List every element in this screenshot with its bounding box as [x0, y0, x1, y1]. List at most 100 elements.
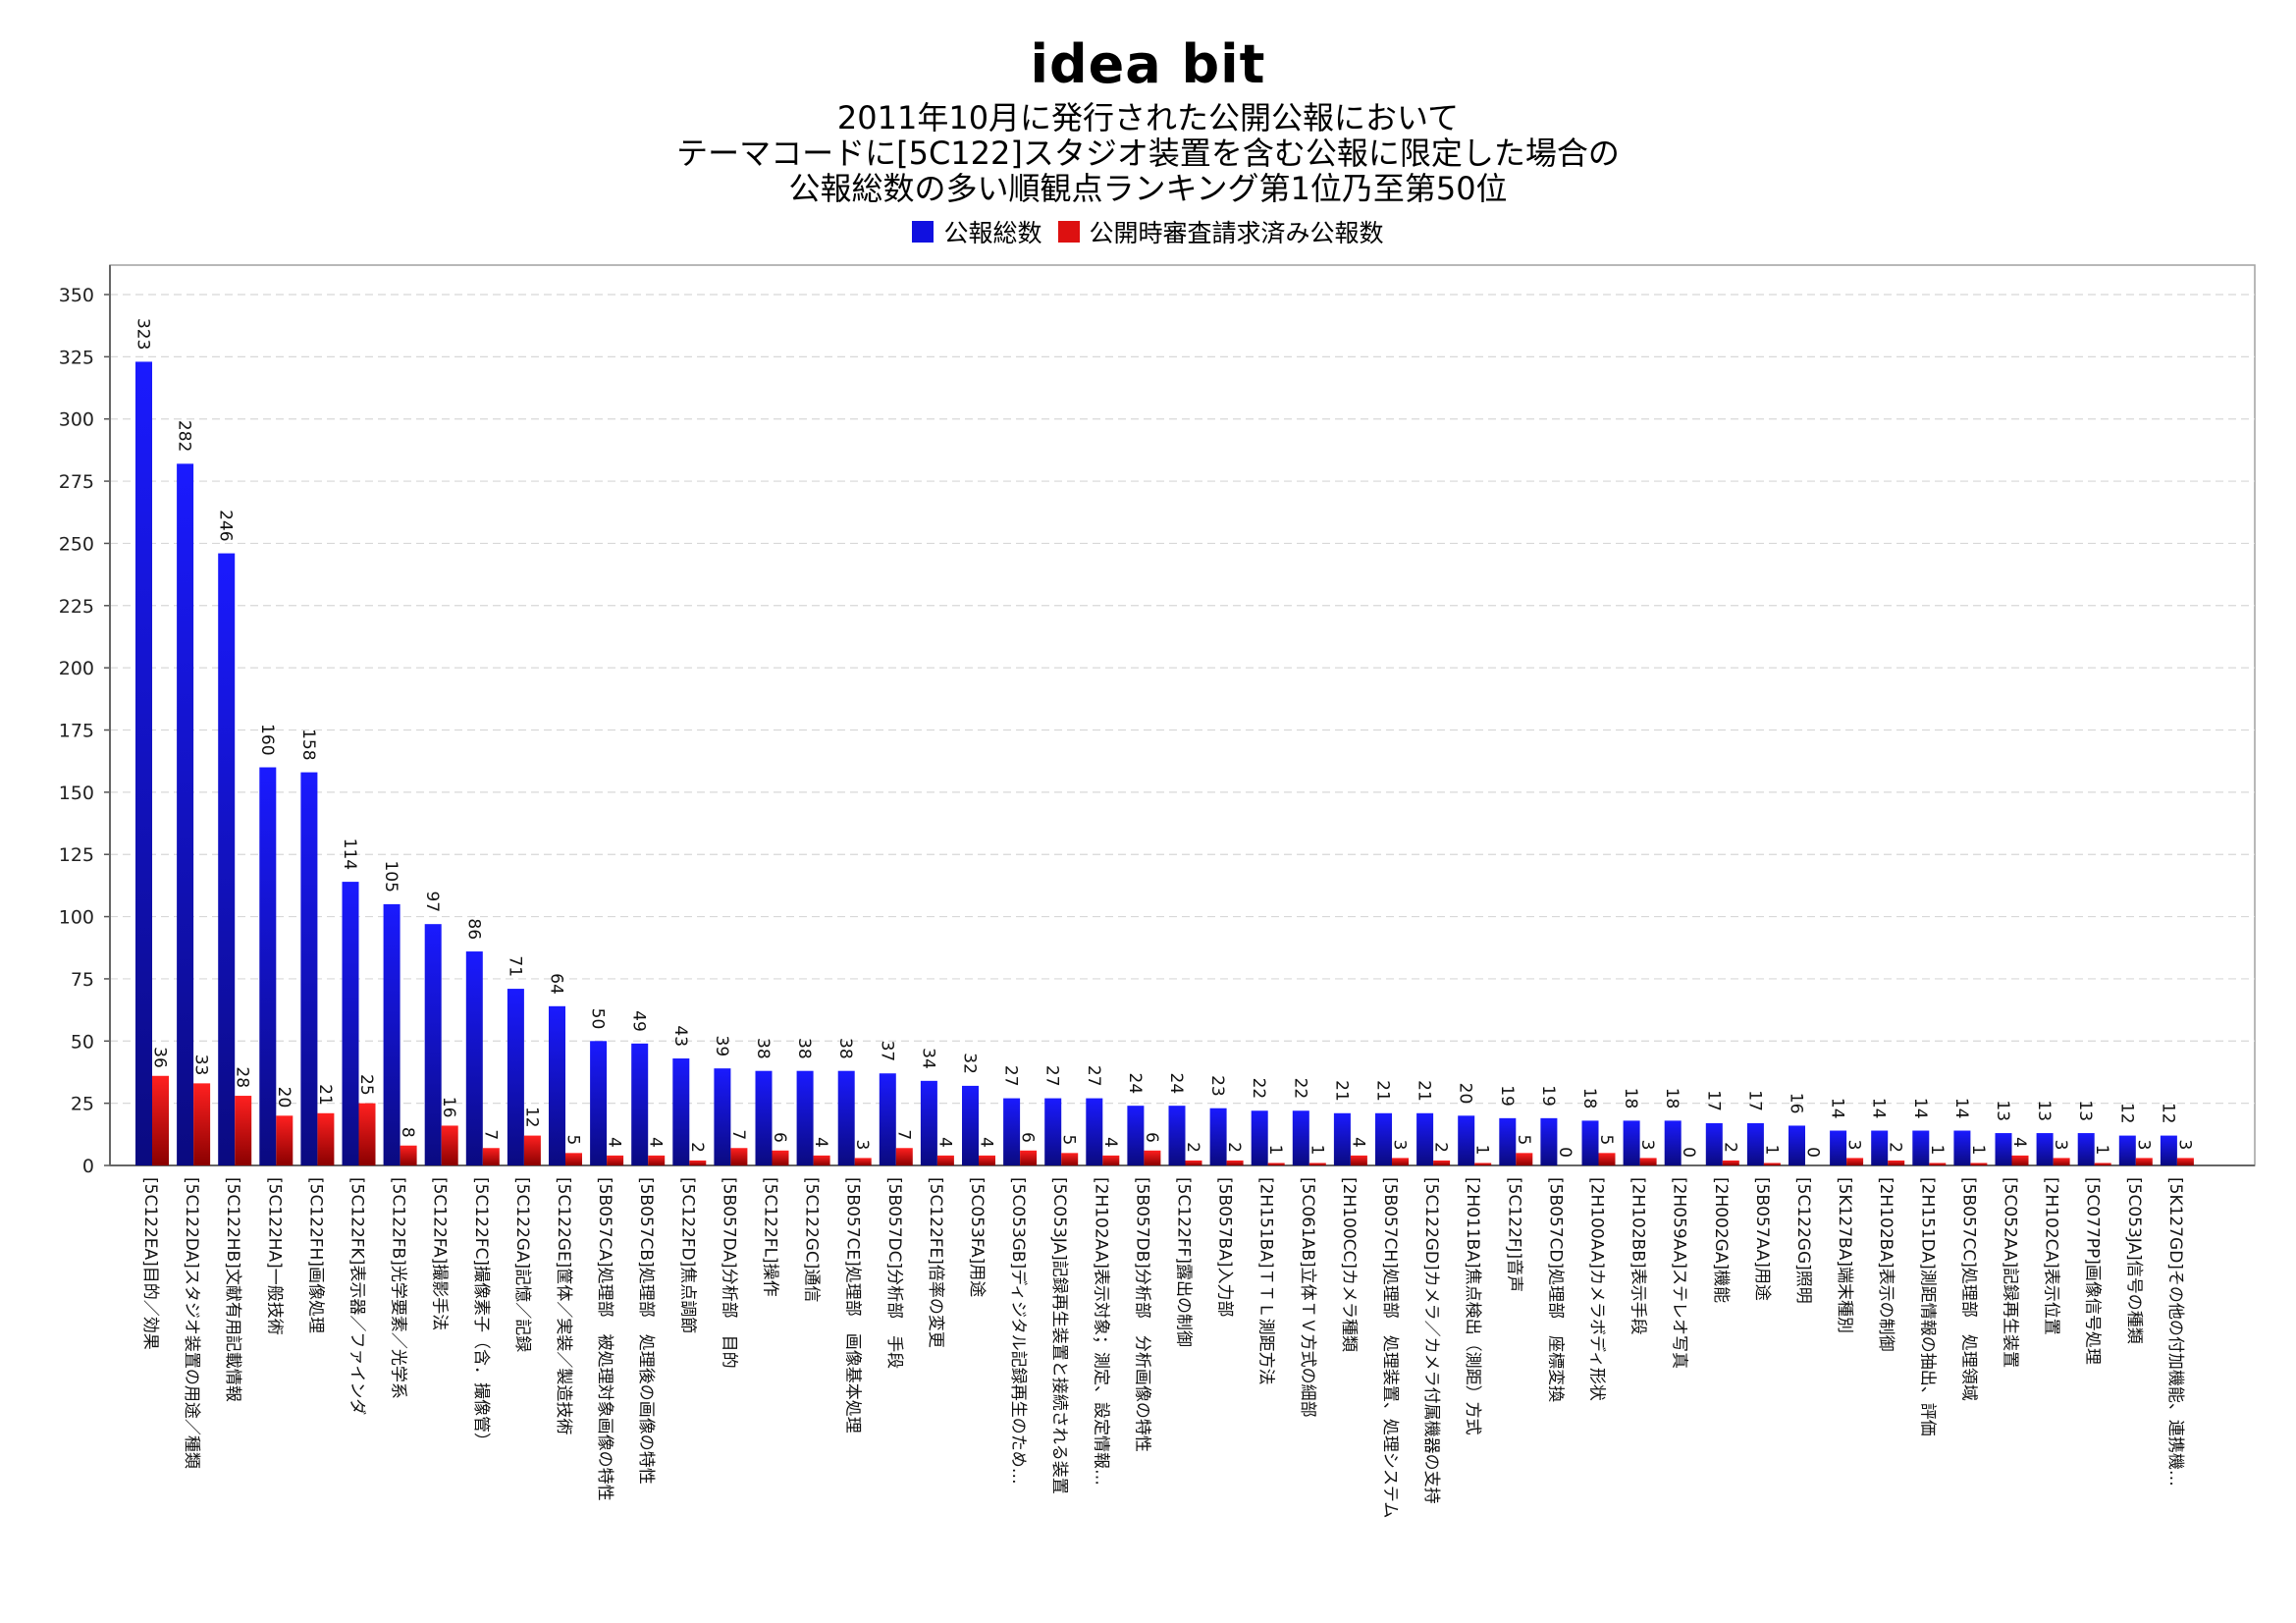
bar-requested — [936, 1155, 954, 1165]
bar-requested — [2094, 1163, 2111, 1165]
bar-requested — [2011, 1155, 2029, 1165]
bar-total — [2036, 1133, 2054, 1165]
bar-total — [2118, 1135, 2136, 1165]
data-label-total: 19 — [1538, 1085, 1558, 1107]
x-category-label: [5B057CC]処理部 処理領域 — [1958, 1177, 1978, 1401]
x-category-label: [5B057AA]用途 — [1752, 1177, 1772, 1301]
bar-total — [1044, 1098, 1062, 1165]
data-label-total: 24 — [1125, 1073, 1145, 1095]
x-category-label: [5C122DA]スタジオ装置の用途／種類 — [182, 1177, 201, 1469]
data-label-total: 323 — [133, 318, 153, 350]
bar-requested — [648, 1155, 666, 1165]
x-category-label: [2H102CA]表示位置 — [2042, 1177, 2061, 1335]
x-category-label: [2H059AA]ステレオ写真 — [1670, 1177, 1689, 1369]
data-label-requested: 8 — [398, 1127, 417, 1138]
bar-total — [259, 767, 277, 1165]
data-label-requested: 3 — [852, 1140, 872, 1151]
x-category-label: [5C122FE]倍率の変更 — [926, 1177, 945, 1348]
data-label-requested: 28 — [233, 1066, 252, 1088]
bar-requested — [1516, 1153, 1533, 1165]
data-label-total: 37 — [877, 1041, 896, 1062]
bar-requested — [1763, 1163, 1781, 1165]
bar-total — [1209, 1108, 1227, 1165]
data-label-requested: 1 — [1761, 1145, 1781, 1156]
x-category-label: [2H011BA]焦点検出（測距）方式 — [1463, 1177, 1482, 1435]
y-tick-label: 150 — [59, 783, 94, 804]
data-label-total: 282 — [175, 420, 194, 452]
data-label-total: 27 — [1042, 1065, 1062, 1087]
bar-total — [342, 882, 359, 1165]
data-label-requested: 3 — [1637, 1140, 1657, 1151]
bar-total — [1623, 1120, 1640, 1165]
bar-total — [1830, 1130, 1847, 1165]
data-label-total: 24 — [1166, 1073, 1186, 1095]
x-category-label: [5C122FJ]音声 — [1504, 1177, 1523, 1292]
bar-total — [1995, 1133, 2012, 1165]
bar-requested — [2176, 1158, 2194, 1165]
data-label-total: 13 — [2034, 1100, 2054, 1121]
bar-total — [1581, 1120, 1599, 1165]
data-label-requested: 20 — [274, 1087, 294, 1109]
data-label-requested: 5 — [1596, 1135, 1616, 1146]
x-category-label: [5B057CD]処理部 座標変換 — [1545, 1177, 1565, 1402]
data-label-requested: 7 — [480, 1129, 500, 1140]
bar-requested — [1970, 1163, 1988, 1165]
bar-total — [837, 1070, 855, 1165]
data-label-total: 13 — [2075, 1100, 2095, 1121]
data-label-total: 34 — [918, 1048, 937, 1069]
bar-requested — [152, 1075, 169, 1165]
bar-requested — [689, 1160, 707, 1165]
data-label-total: 246 — [216, 510, 236, 541]
y-tick-label: 225 — [59, 596, 94, 618]
bar-requested — [1639, 1158, 1657, 1165]
bar-total — [1499, 1117, 1517, 1165]
x-category-label: [2H102BB]表示手段 — [1629, 1177, 1648, 1335]
data-label-total: 18 — [1621, 1088, 1640, 1109]
bar-requested — [1144, 1150, 1161, 1165]
bar-requested — [441, 1125, 458, 1165]
bar-total — [1664, 1120, 1682, 1165]
bar-requested — [1598, 1153, 1616, 1165]
bar-total — [1789, 1125, 1805, 1165]
data-label-requested: 2 — [1224, 1142, 1244, 1153]
legend-item-requested: 公開時審査請求済み公報数 — [1057, 214, 1384, 249]
x-category-label: [2H100CC]カメラ種類 — [1339, 1177, 1359, 1352]
data-label-requested: 5 — [563, 1135, 583, 1146]
data-label-total: 38 — [835, 1038, 855, 1059]
data-label-total: 160 — [257, 724, 277, 755]
y-tick-label: 25 — [71, 1094, 94, 1115]
bar-requested — [813, 1155, 830, 1165]
legend-swatch-requested — [1057, 221, 1080, 243]
bar-total — [1333, 1112, 1351, 1165]
y-tick-label: 300 — [59, 409, 94, 431]
x-category-label: [5C122HB]文献有用記載情報 — [223, 1177, 242, 1402]
y-tick-label: 200 — [59, 658, 94, 679]
bar-requested — [730, 1148, 748, 1165]
x-category-label: [2H151DA]測距情報の抽出、評価 — [1917, 1177, 1937, 1436]
data-label-requested: 3 — [1390, 1140, 1410, 1151]
data-label-requested: 33 — [191, 1055, 211, 1076]
bar-requested — [1474, 1163, 1492, 1165]
data-label-total: 18 — [1662, 1088, 1682, 1109]
data-label-requested: 4 — [811, 1137, 830, 1148]
data-label-total: 43 — [670, 1025, 690, 1047]
data-label-total: 18 — [1579, 1088, 1599, 1109]
bar-total — [1251, 1110, 1268, 1165]
data-label-requested: 1 — [1472, 1145, 1492, 1156]
x-category-label: [5C122FH]画像処理 — [305, 1177, 325, 1333]
legend-label-requested: 公開時審査請求済み公報数 — [1089, 219, 1384, 247]
data-label-total: 22 — [1290, 1078, 1309, 1100]
y-tick-label: 50 — [71, 1031, 94, 1053]
bar-requested — [1722, 1160, 1739, 1165]
bar-requested — [235, 1096, 252, 1165]
bar-total — [549, 1005, 565, 1165]
bar-total — [796, 1070, 814, 1165]
bar-requested — [565, 1153, 582, 1165]
bar-total — [755, 1070, 773, 1165]
data-label-total: 17 — [1703, 1090, 1723, 1111]
x-category-label: [5C122FL]操作 — [761, 1177, 780, 1297]
x-category-label: [2H100AA]カメラボディ形状 — [1587, 1177, 1608, 1401]
data-label-total: 38 — [794, 1038, 814, 1059]
x-category-label: [5C053JA]信号の種類 — [2124, 1177, 2144, 1344]
data-label-requested: 12 — [521, 1107, 541, 1128]
